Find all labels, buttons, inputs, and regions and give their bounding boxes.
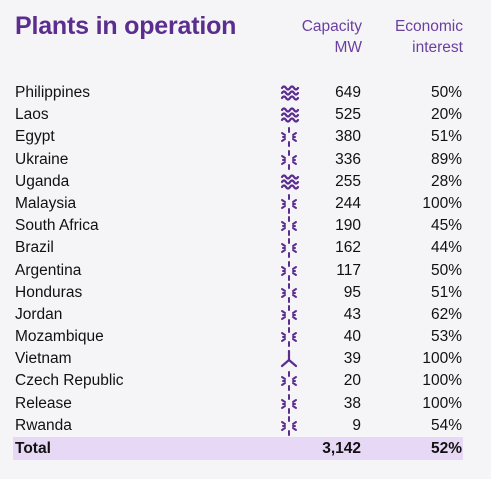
country-name: Vietnam	[15, 350, 72, 368]
country-name: Release	[15, 394, 72, 412]
interest-value: 20%	[430, 106, 462, 124]
country-name: Honduras	[15, 283, 83, 301]
country-name: Malaysia	[15, 194, 77, 212]
interest-value: 51%	[430, 128, 462, 146]
table-row: Egypt 380 51%	[0, 126, 491, 148]
capacity-value: 117	[336, 261, 361, 279]
capacity-value: 38	[343, 394, 361, 412]
wind-solar-icon	[278, 126, 300, 148]
wind-solar-icon	[278, 304, 300, 326]
economic-interest-header: Economic interest	[372, 16, 463, 58]
interest-value: 44%	[430, 239, 462, 257]
country-name: South Africa	[15, 217, 99, 235]
page-title: Plants in operation	[15, 12, 237, 40]
country-name: Jordan	[15, 305, 63, 323]
interest-value: 51%	[430, 283, 462, 301]
wind-solar-icon	[278, 260, 300, 282]
interest-value: 50%	[430, 84, 462, 101]
table-row: Brazil 162 44%	[0, 237, 491, 259]
capacity-value: 336	[335, 150, 361, 168]
country-name: Mozambique	[15, 328, 104, 346]
interest-value: 89%	[430, 150, 462, 168]
table-row: Uganda 255 28%	[0, 171, 491, 193]
capacity-header: Capacity MW	[268, 16, 362, 58]
table-row: Vietnam 39 100%	[0, 348, 491, 370]
table-row: Honduras 95 51%	[0, 282, 491, 304]
capacity-value: 39	[343, 350, 361, 368]
table-row: Jordan 43 62%	[0, 304, 491, 326]
country-name: Rwanda	[15, 416, 72, 434]
capacity-value: 255	[335, 172, 361, 190]
interest-value: 100%	[422, 394, 462, 412]
interest-value: 62%	[430, 305, 462, 323]
interest-value: 100%	[422, 194, 462, 212]
table-row: Release 38 100%	[0, 393, 491, 415]
wind-solar-icon	[278, 370, 300, 392]
interest-value: 28%	[430, 172, 462, 190]
total-label: Total	[15, 440, 51, 457]
capacity-value: 40	[343, 328, 361, 346]
hydro-wave-icon	[278, 82, 300, 104]
capacity-value: 190	[335, 217, 361, 235]
wind-solar-icon	[278, 326, 300, 348]
country-name: Uganda	[15, 172, 70, 190]
table-row: Laos 525 20%	[0, 104, 491, 126]
interest-value: 100%	[422, 350, 462, 368]
country-name: Egypt	[15, 128, 55, 146]
hydro-wave-icon	[278, 104, 300, 126]
total-capacity: 3,142	[322, 440, 361, 457]
country-name: Laos	[15, 106, 49, 124]
country-name: Czech Republic	[15, 372, 124, 390]
capacity-value: 9	[352, 416, 361, 434]
table-row: Mozambique 40 53%	[0, 326, 491, 348]
capacity-value: 20	[343, 372, 361, 390]
plants-table: Philippines 649 50% Laos 525 20% Egypt 3…	[0, 82, 491, 437]
economic-header-text: Economic interest	[394, 18, 463, 56]
capacity-value: 43	[343, 305, 361, 323]
capacity-value: 95	[343, 283, 361, 301]
wind-solar-icon	[278, 193, 300, 215]
country-name: Philippines	[15, 84, 90, 101]
interest-value: 100%	[422, 372, 462, 390]
table-row: Philippines 649 50%	[0, 82, 491, 104]
interest-value: 53%	[430, 328, 462, 346]
country-name: Argentina	[15, 261, 82, 279]
interest-value: 45%	[430, 217, 462, 235]
interest-value: 50%	[430, 261, 462, 279]
capacity-value: 649	[335, 84, 361, 101]
wind-solar-icon	[278, 415, 300, 437]
table-row: Ukraine 336 89%	[0, 149, 491, 171]
total-row: Total 3,142 52%	[13, 437, 463, 460]
table-row: Czech Republic 20 100%	[0, 370, 491, 392]
table-row: South Africa 190 45%	[0, 215, 491, 237]
wind-solar-icon	[278, 215, 300, 237]
wind-turbine-icon	[278, 348, 300, 370]
wind-solar-icon	[278, 393, 300, 415]
country-name: Brazil	[15, 239, 54, 257]
table-row: Rwanda 9 54%	[0, 415, 491, 437]
capacity-value: 162	[335, 239, 361, 257]
table-row: Malaysia 244 100%	[0, 193, 491, 215]
interest-value: 54%	[430, 416, 462, 434]
hydro-wave-icon	[278, 171, 300, 193]
capacity-value: 380	[335, 128, 361, 146]
capacity-value: 244	[335, 194, 361, 212]
wind-solar-icon	[278, 237, 300, 259]
total-interest: 52%	[430, 440, 462, 457]
capacity-header-text: Capacity MW	[301, 18, 362, 56]
country-name: Ukraine	[15, 150, 69, 168]
table-row: Argentina 117 50%	[0, 260, 491, 282]
wind-solar-icon	[278, 149, 300, 171]
capacity-value: 525	[335, 106, 361, 124]
wind-solar-icon	[278, 282, 300, 304]
